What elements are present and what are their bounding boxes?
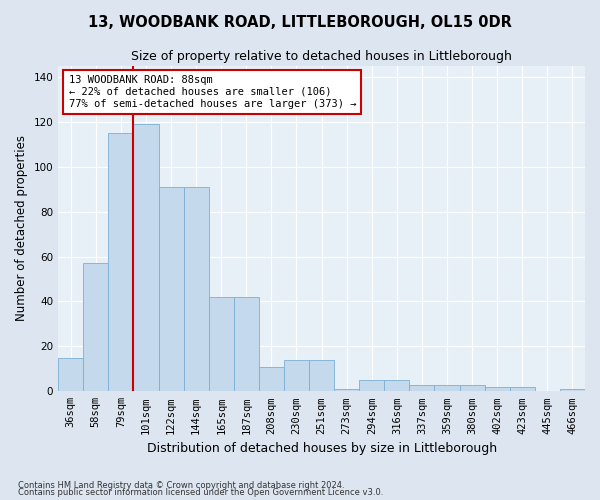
Bar (510, 387, 535, 392)
Bar (259, 366, 284, 392)
Bar (434, 384, 460, 392)
Bar (485, 387, 510, 392)
Bar (184, 187, 209, 392)
Bar (158, 187, 184, 392)
Bar (109, 133, 133, 392)
Bar (284, 360, 309, 392)
Text: Contains public sector information licensed under the Open Government Licence v3: Contains public sector information licen… (18, 488, 383, 497)
Bar (83, 264, 109, 392)
Title: Size of property relative to detached houses in Littleborough: Size of property relative to detached ho… (131, 50, 512, 63)
Text: Contains HM Land Registry data © Crown copyright and database right 2024.: Contains HM Land Registry data © Crown c… (18, 480, 344, 490)
Bar (334, 389, 359, 392)
Bar (560, 389, 585, 392)
Y-axis label: Number of detached properties: Number of detached properties (15, 136, 28, 322)
Bar (309, 360, 334, 392)
Text: 13, WOODBANK ROAD, LITTLEBOROUGH, OL15 0DR: 13, WOODBANK ROAD, LITTLEBOROUGH, OL15 0… (88, 15, 512, 30)
Bar (133, 124, 158, 392)
X-axis label: Distribution of detached houses by size in Littleborough: Distribution of detached houses by size … (146, 442, 497, 455)
Text: 13 WOODBANK ROAD: 88sqm
← 22% of detached houses are smaller (106)
77% of semi-d: 13 WOODBANK ROAD: 88sqm ← 22% of detache… (69, 76, 356, 108)
Bar (409, 384, 434, 392)
Bar (385, 380, 409, 392)
Bar (209, 297, 234, 392)
Bar (58, 358, 83, 392)
Bar (234, 297, 259, 392)
Bar (460, 384, 485, 392)
Bar (359, 380, 385, 392)
